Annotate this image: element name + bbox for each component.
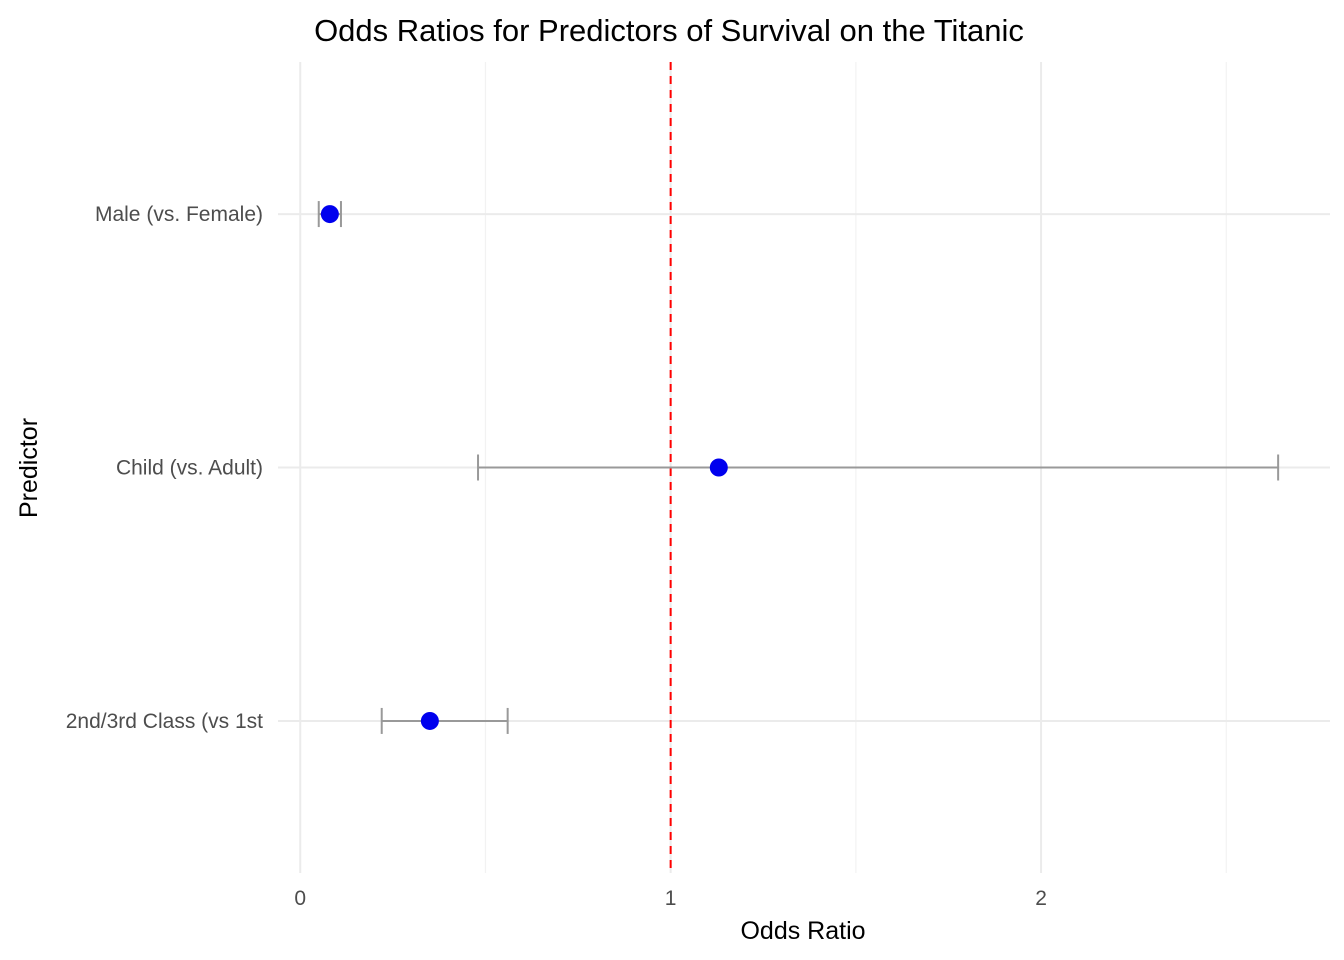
point-layer <box>320 205 728 730</box>
error-bar <box>477 454 1280 481</box>
y-tick-label: 2nd/3rd Class (vs 1st <box>66 710 263 733</box>
x-tick-label: 0 <box>294 887 306 910</box>
error-bar <box>380 707 509 734</box>
y-axis-title: Predictor <box>15 418 43 518</box>
y-tick-label: Male (vs. Female) <box>95 203 263 226</box>
y-tick-label: Child (vs. Adult) <box>116 457 263 480</box>
odds-ratio-point <box>709 458 728 477</box>
chart-title: Odds Ratios for Predictors of Survival o… <box>314 13 1024 48</box>
x-tick-labels: 0 1 2 <box>294 887 1047 910</box>
x-tick-label: 1 <box>665 887 677 910</box>
odds-ratio-point <box>320 205 339 224</box>
x-tick-label: 2 <box>1035 887 1047 910</box>
x-axis-title: Odds Ratio <box>740 917 865 945</box>
y-tick-labels: Male (vs. Female) Child (vs. Adult) 2nd/3r… <box>66 203 263 733</box>
odds-ratio-point <box>420 711 439 730</box>
